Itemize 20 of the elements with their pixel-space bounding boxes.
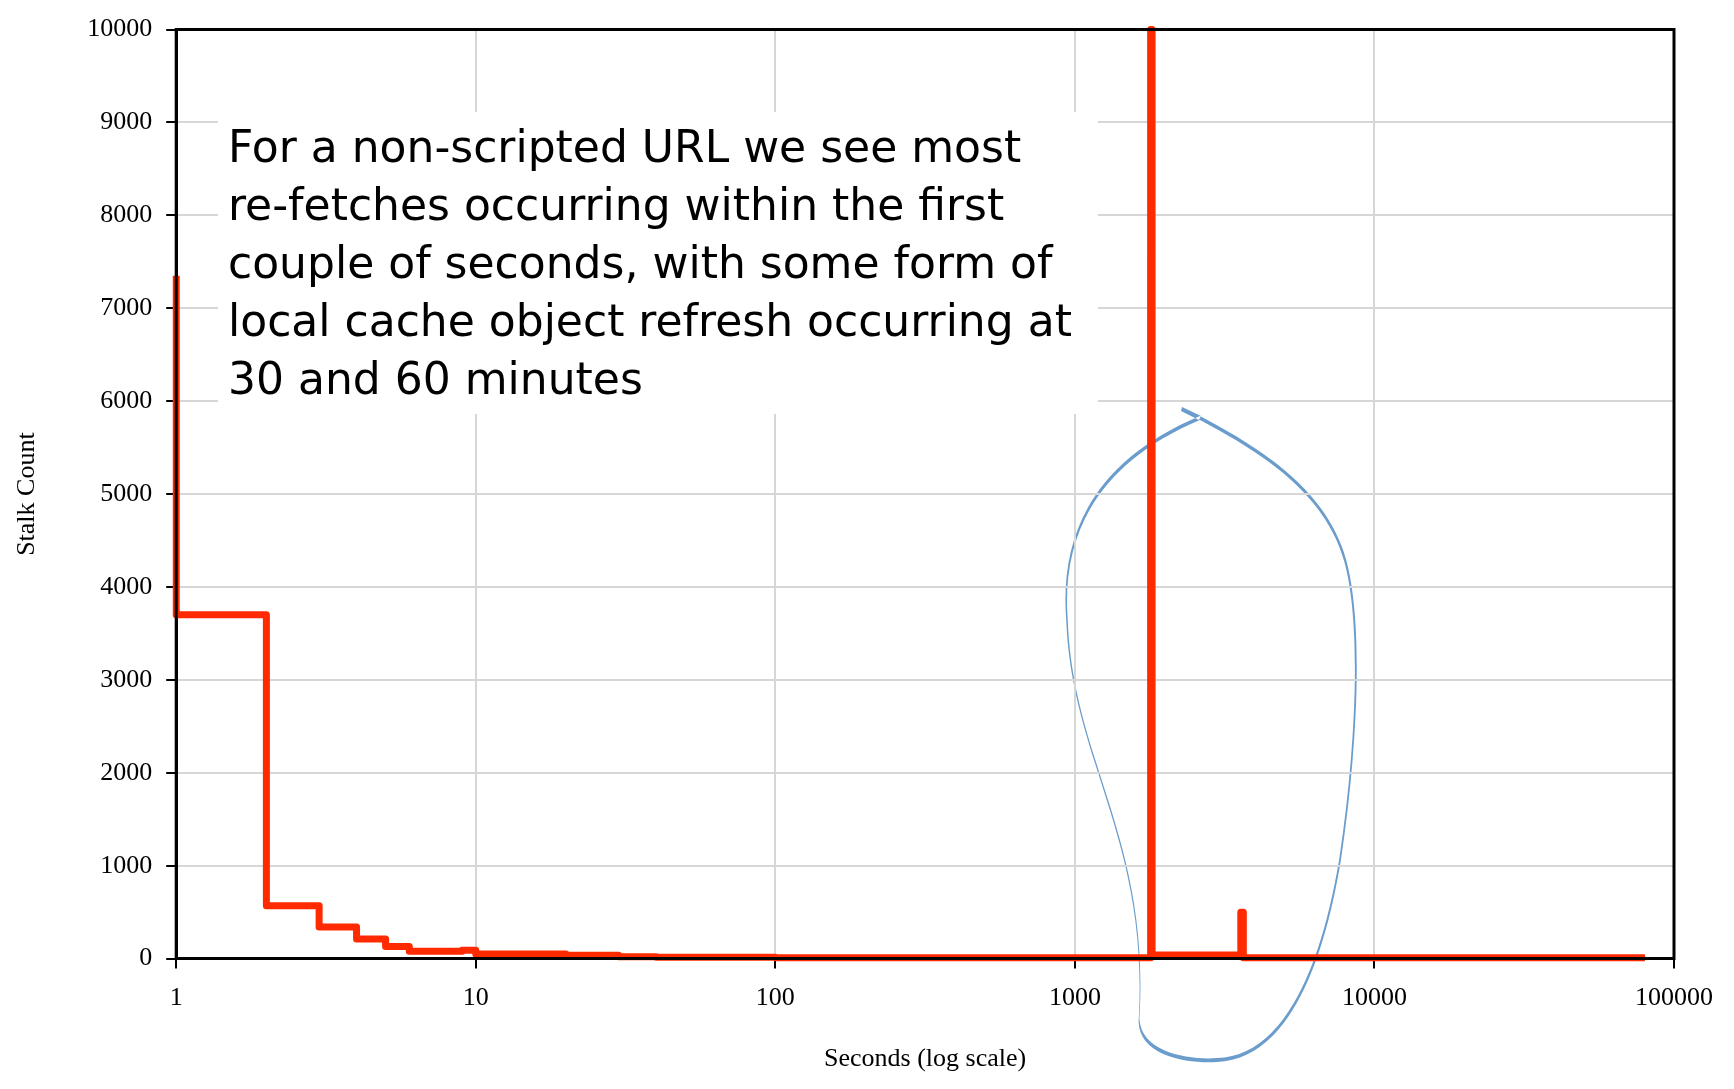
x-tick-label: 100000 xyxy=(1635,982,1713,1012)
y-tick-label: 9000 xyxy=(100,106,153,136)
x-tick-label: 10 xyxy=(462,982,489,1012)
x-tick-label: 1000 xyxy=(1048,982,1101,1012)
y-tick-label: 8000 xyxy=(100,199,153,229)
y-axis-title: Stalk Count xyxy=(11,431,41,556)
y-tick-label: 6000 xyxy=(100,385,153,415)
x-tick-label: 100 xyxy=(755,982,795,1012)
y-tick-label: 1000 xyxy=(100,849,153,879)
y-tick-label: 0 xyxy=(139,942,153,972)
y-tick-label: 5000 xyxy=(100,477,153,507)
y-tick-label: 7000 xyxy=(100,292,153,322)
x-axis-title: Seconds (log scale) xyxy=(824,1043,1027,1073)
annotation: For a non-scripted URL we see most re-fetches occurring within the first couple of seconds, with some form of local cache object refresh occurring at 30 and 60 minutes xyxy=(228,120,1073,406)
y-tick-label: 2000 xyxy=(100,756,153,786)
y-tick-label: 10000 xyxy=(87,13,153,43)
y-tick-label: 4000 xyxy=(100,570,153,600)
y-tick-label: 3000 xyxy=(100,663,153,693)
x-tick-label: 10000 xyxy=(1341,982,1407,1012)
x-tick-label: 1 xyxy=(169,982,183,1012)
